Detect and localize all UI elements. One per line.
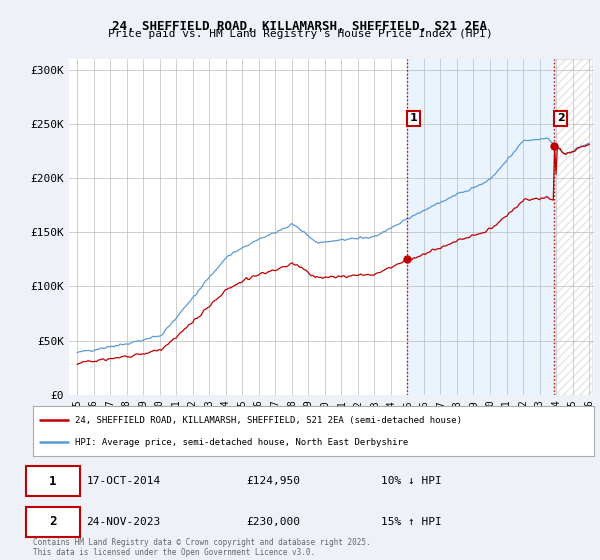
- FancyBboxPatch shape: [26, 466, 80, 496]
- Text: 24, SHEFFIELD ROAD, KILLAMARSH, SHEFFIELD, S21 2EA: 24, SHEFFIELD ROAD, KILLAMARSH, SHEFFIEL…: [113, 20, 487, 32]
- Text: 1: 1: [49, 474, 56, 488]
- FancyBboxPatch shape: [26, 507, 80, 537]
- Text: £230,000: £230,000: [246, 517, 300, 527]
- Text: 1: 1: [410, 114, 418, 123]
- Text: HPI: Average price, semi-detached house, North East Derbyshire: HPI: Average price, semi-detached house,…: [75, 438, 409, 447]
- Text: £124,950: £124,950: [246, 476, 300, 486]
- Text: 15% ↑ HPI: 15% ↑ HPI: [381, 517, 442, 527]
- Bar: [407, 59, 554, 395]
- Text: 24-NOV-2023: 24-NOV-2023: [86, 517, 161, 527]
- Text: 2: 2: [557, 114, 565, 123]
- Text: 10% ↓ HPI: 10% ↓ HPI: [381, 476, 442, 486]
- Text: 17-OCT-2014: 17-OCT-2014: [86, 476, 161, 486]
- Text: 24, SHEFFIELD ROAD, KILLAMARSH, SHEFFIELD, S21 2EA (semi-detached house): 24, SHEFFIELD ROAD, KILLAMARSH, SHEFFIEL…: [75, 416, 462, 424]
- Text: Price paid vs. HM Land Registry's House Price Index (HPI): Price paid vs. HM Land Registry's House …: [107, 29, 493, 39]
- Bar: [554, 59, 592, 395]
- Bar: [554, 59, 592, 395]
- Text: 2: 2: [49, 515, 56, 529]
- Text: Contains HM Land Registry data © Crown copyright and database right 2025.
This d: Contains HM Land Registry data © Crown c…: [33, 538, 371, 557]
